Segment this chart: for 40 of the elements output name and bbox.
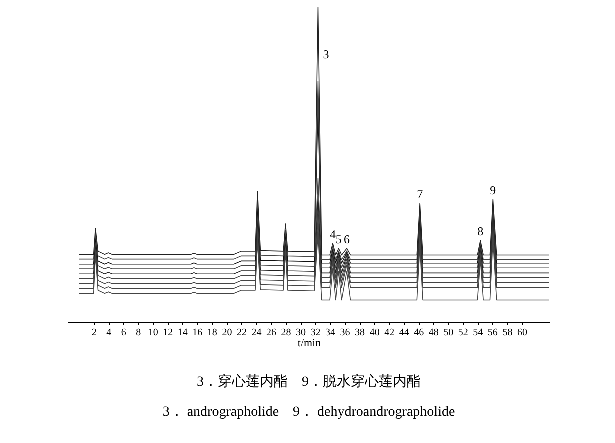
x-tick-label: 22: [236, 328, 247, 338]
annotation: 3: [323, 47, 330, 62]
x-tick-label: 14: [178, 328, 188, 338]
annotation: 6: [344, 232, 350, 247]
annotation: 4: [330, 228, 336, 242]
x-tick-label: 2: [92, 328, 97, 338]
x-tick-label: 52: [458, 328, 468, 338]
x-tick-label: 6: [121, 328, 126, 338]
x-tick-label: 30: [296, 328, 306, 338]
x-tick-label: 28: [281, 328, 292, 338]
annotation: 7: [417, 188, 424, 202]
x-tick-label: 18: [207, 328, 218, 338]
x-tick-label: 34: [326, 328, 336, 338]
x-tick-label: 48: [428, 328, 439, 338]
x-tick-label: 40: [370, 328, 380, 338]
x-axis-title: t/min: [298, 338, 322, 350]
x-tick-label: 44: [399, 328, 410, 338]
x-tick-label: 32: [310, 328, 321, 338]
x-tick-label: 20: [222, 328, 232, 338]
x-tick-label: 4: [106, 328, 112, 338]
x-tick-label: 10: [148, 328, 158, 338]
x-tick-label: 50: [444, 328, 454, 338]
annotation: 5: [336, 232, 342, 247]
x-tick-label: 24: [252, 328, 262, 338]
x-tick-label: 54: [473, 328, 484, 338]
x-tick-label: 60: [517, 328, 528, 338]
x-tick-label: 46: [414, 328, 424, 338]
x-tick-label: 12: [163, 328, 174, 338]
x-tick-label: 38: [355, 328, 366, 338]
x-tick-label: 26: [266, 328, 276, 338]
annotation: 9: [490, 183, 496, 198]
x-tick-label: 56: [488, 328, 498, 338]
x-tick-label: 16: [192, 328, 203, 338]
x-tick-label: 58: [502, 328, 513, 338]
x-tick-label: 42: [384, 328, 395, 338]
annotation: 8: [478, 224, 484, 239]
x-tick-label: 8: [136, 328, 142, 338]
x-tick-label: 36: [340, 328, 350, 338]
text: 3． andrographolide 9． dehydroandrographolide: [162, 405, 456, 420]
text: 3．穿心莲内酯 9．脱水穿心莲内酯: [197, 374, 421, 390]
